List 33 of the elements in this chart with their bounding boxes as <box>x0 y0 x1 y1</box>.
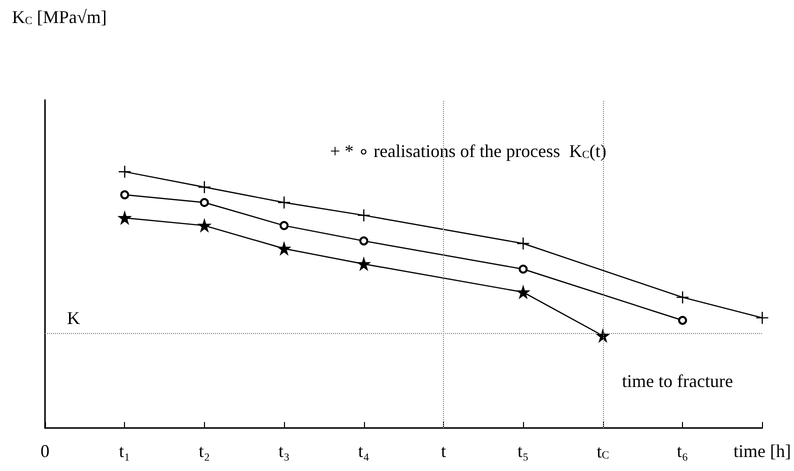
point <box>198 219 210 232</box>
point <box>596 330 609 342</box>
point <box>200 198 209 207</box>
x-tick-label: t₆ <box>676 441 688 461</box>
point <box>118 212 131 224</box>
point <box>516 236 530 250</box>
ref-line-label: K <box>67 308 80 328</box>
x-tick-label: t₄ <box>358 441 370 461</box>
point <box>676 290 690 304</box>
point <box>358 258 370 270</box>
x-tick-label: t₅ <box>518 441 529 461</box>
x-tick-label: tC <box>596 442 610 462</box>
x-tick-label: t₁ <box>119 441 130 461</box>
text: KC [MPa√m] <box>12 7 107 27</box>
point <box>357 208 370 222</box>
point <box>517 286 530 298</box>
point <box>756 311 769 324</box>
point <box>120 190 130 200</box>
annotation: time to fracture <box>622 371 733 391</box>
point <box>118 165 132 178</box>
x-tick-label: t <box>440 441 446 461</box>
point <box>198 180 211 194</box>
x-tick-label: time [h] <box>734 441 791 461</box>
point <box>518 264 528 274</box>
x-tick-label: t₃ <box>278 441 290 461</box>
x-tick-label: t₂ <box>198 441 210 461</box>
x-tick-label: 0 <box>40 441 50 461</box>
point <box>277 196 291 210</box>
text: + * ∘ realisations of the process KC(t) <box>330 141 606 161</box>
point <box>278 242 290 255</box>
point <box>280 221 289 230</box>
point <box>359 236 368 246</box>
point <box>678 316 688 325</box>
